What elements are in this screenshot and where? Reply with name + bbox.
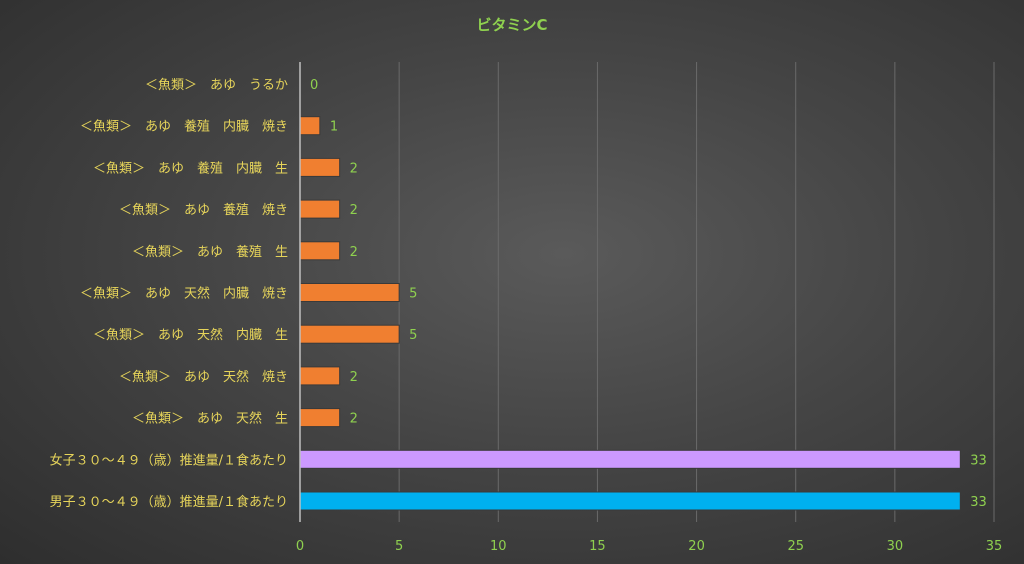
data-label: 2 (350, 203, 358, 218)
x-tick-label: 35 (986, 539, 1003, 554)
category-label: ＜魚類＞ あゆ 天然 生 (132, 411, 288, 427)
bar (299, 408, 341, 428)
x-tick-label: 5 (395, 539, 403, 554)
data-label: 0 (310, 78, 318, 93)
x-tick-label: 15 (589, 539, 606, 554)
data-label: 2 (350, 370, 358, 385)
data-label: 2 (350, 245, 358, 260)
chart-title: ビタミンC (476, 16, 548, 34)
x-tick-label: 10 (490, 539, 507, 554)
bar (299, 324, 400, 344)
bar (299, 241, 341, 261)
x-tick-label: 0 (296, 539, 304, 554)
x-tick-label: 20 (688, 539, 705, 554)
bar (299, 199, 341, 219)
bar (299, 449, 961, 469)
category-label: ＜魚類＞ あゆ 養殖 生 (132, 244, 288, 260)
bar (299, 116, 321, 136)
data-label: 2 (350, 412, 358, 427)
category-label: ＜魚類＞ あゆ 天然 内臓 生 (93, 327, 288, 343)
data-label: 2 (350, 161, 358, 176)
category-label: ＜魚類＞ あゆ うるか (145, 78, 288, 93)
data-label: 33 (970, 453, 987, 468)
x-tick-label: 25 (787, 539, 804, 554)
category-label: ＜魚類＞ あゆ 天然 内臓 焼き (80, 286, 288, 302)
category-label: ＜魚類＞ あゆ 養殖 焼き (119, 202, 288, 218)
category-label: ＜魚類＞ あゆ 養殖 内臓 焼き (80, 119, 288, 135)
category-label: 女子３０～４９（歳）推進量/１食あたり (50, 452, 288, 468)
category-label: ＜魚類＞ あゆ 養殖 内臓 生 (93, 160, 288, 176)
category-label: ＜魚類＞ あゆ 天然 焼き (119, 369, 288, 385)
data-label: 1 (330, 120, 338, 135)
bar (299, 283, 400, 302)
bar (299, 366, 341, 386)
bar (299, 157, 341, 177)
x-tick-label: 30 (887, 539, 904, 554)
bar (299, 491, 961, 511)
data-label: 33 (970, 495, 987, 510)
data-label: 5 (409, 328, 417, 343)
data-label: 5 (409, 287, 417, 302)
category-label: 男子３０～４９（歳）推進量/１食あたり (50, 494, 288, 510)
